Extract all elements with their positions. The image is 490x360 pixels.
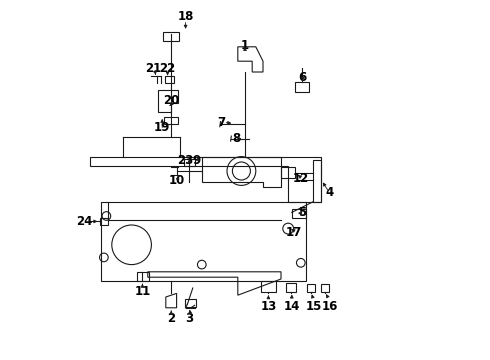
- Text: 12: 12: [293, 172, 309, 185]
- Text: 1: 1: [241, 39, 249, 51]
- Text: 10: 10: [169, 174, 185, 186]
- Bar: [320, 284, 328, 292]
- Bar: [286, 283, 296, 292]
- Text: 9: 9: [192, 154, 200, 167]
- Text: 13: 13: [260, 300, 276, 312]
- Text: 3: 3: [185, 312, 193, 325]
- Text: 6: 6: [298, 71, 307, 84]
- Text: 8: 8: [232, 132, 240, 145]
- Text: 7: 7: [218, 116, 226, 129]
- Text: 14: 14: [284, 300, 300, 312]
- Bar: [184, 159, 195, 166]
- Text: 23: 23: [177, 154, 194, 167]
- Text: 20: 20: [163, 94, 179, 107]
- Text: 4: 4: [325, 186, 334, 199]
- Text: 11: 11: [134, 285, 150, 298]
- Bar: [163, 32, 179, 41]
- Text: 15: 15: [305, 300, 321, 312]
- Text: 5: 5: [298, 206, 307, 219]
- Bar: [307, 284, 315, 292]
- Text: 16: 16: [321, 300, 338, 312]
- Text: 2: 2: [167, 312, 175, 325]
- Text: 19: 19: [154, 121, 171, 134]
- Bar: [100, 218, 108, 225]
- Text: 21: 21: [145, 62, 161, 75]
- Text: 18: 18: [177, 10, 194, 23]
- Bar: [165, 76, 174, 83]
- Text: 22: 22: [159, 62, 176, 75]
- Bar: [294, 82, 309, 92]
- Bar: [164, 117, 178, 124]
- Text: 17: 17: [286, 226, 302, 239]
- Bar: [185, 299, 196, 307]
- Text: 24: 24: [76, 215, 93, 228]
- Bar: [137, 272, 148, 281]
